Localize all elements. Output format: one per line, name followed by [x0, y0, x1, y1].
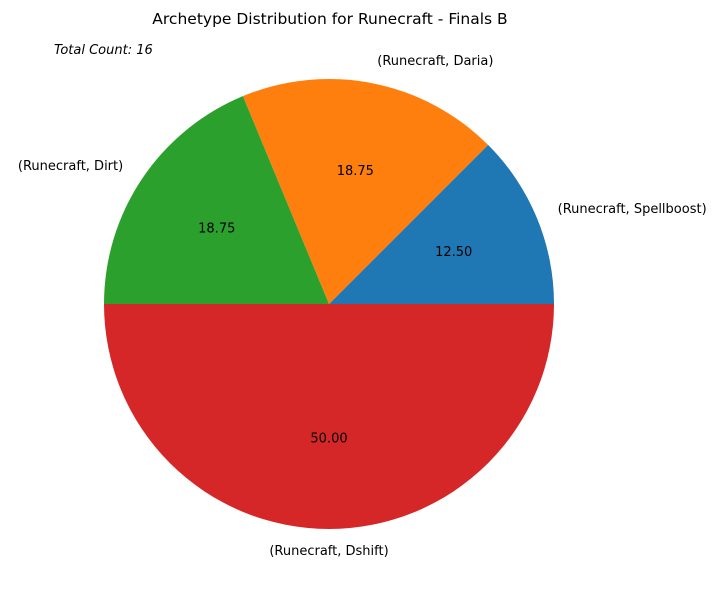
slice-category-label: (Runecraft, Daria) [377, 54, 493, 69]
pie-slice [329, 144, 554, 304]
slice-percent-label: 18.75 [337, 164, 374, 179]
slice-category-label: (Runecraft, Dshift) [269, 544, 388, 559]
total-count-annotation: Total Count: 16 [54, 43, 153, 58]
chart-title: Archetype Distribution for Runecraft - F… [152, 10, 507, 28]
pie-category-labels: (Runecraft, Spellboost) (Runecraft, Daria… [18, 54, 707, 559]
pie-slices [104, 78, 554, 529]
pie-slice [242, 78, 489, 304]
pie-slice [104, 96, 329, 304]
pie-percent-labels: 12.50 18.75 18.75 50.00 [198, 164, 472, 446]
slice-percent-label: 50.00 [310, 432, 347, 447]
slice-category-label: (Runecraft, Spellboost) [558, 202, 707, 217]
slice-percent-label: 12.50 [435, 245, 472, 260]
pie-slice [104, 304, 554, 529]
slice-category-label: (Runecraft, Dirt) [18, 159, 123, 174]
slice-percent-label: 18.75 [198, 221, 235, 236]
